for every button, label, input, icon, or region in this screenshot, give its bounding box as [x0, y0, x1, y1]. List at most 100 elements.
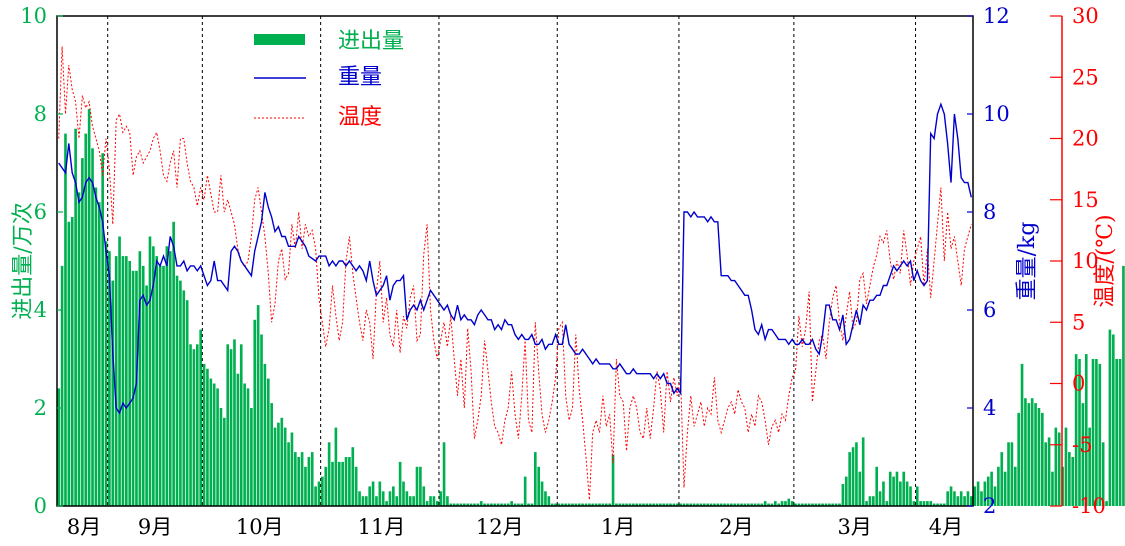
flow-bar — [195, 344, 199, 506]
flow-bar — [419, 466, 422, 506]
flow-bar — [101, 153, 104, 506]
flow-bar — [635, 503, 639, 506]
month-label: 1月 — [601, 515, 635, 539]
flow-bar — [763, 501, 767, 506]
flow-bar — [949, 486, 953, 506]
temperature-axis-tick-label: 5 — [1072, 310, 1085, 334]
flow-bar — [963, 496, 966, 506]
flow-bar — [435, 501, 439, 506]
flow-bar — [834, 503, 838, 506]
flow-bar — [266, 378, 270, 506]
flow-bar — [669, 503, 672, 506]
temperature-axis-tick-label: -10 — [1072, 494, 1106, 518]
flow-bar — [824, 503, 828, 506]
flow-bar — [632, 503, 635, 506]
flow-bar — [875, 466, 879, 506]
flow-bar — [564, 503, 568, 506]
flow-bar — [327, 442, 331, 506]
flow-bar — [364, 496, 368, 506]
flow-bar — [233, 339, 236, 506]
flow-bar — [527, 503, 530, 506]
flow-bar — [817, 503, 821, 506]
flow-bar — [773, 501, 777, 506]
flow-bar — [540, 481, 544, 506]
flow-bar — [60, 265, 64, 506]
flow-bar — [851, 447, 855, 506]
flow-bar — [321, 476, 324, 506]
flow-bar — [970, 496, 973, 506]
flow-bar — [1098, 363, 1102, 506]
flow-bar — [814, 503, 818, 506]
weight-axis-tick-label: 2 — [983, 494, 996, 518]
temperature-axis-label: 温度/(℃) — [1093, 214, 1118, 307]
month-label: 8月 — [67, 515, 101, 539]
flow-bar — [162, 265, 165, 506]
flow-bar — [990, 471, 993, 506]
flow-bar — [838, 503, 841, 506]
flow-bar — [554, 503, 557, 506]
flow-bar — [358, 491, 361, 506]
flow-bar — [70, 216, 74, 506]
flow-bar — [733, 503, 737, 506]
temperature-axis: -10 -5 0 5 10 15 20 25 30 — [1050, 4, 1106, 518]
flow-bar — [574, 503, 578, 506]
flow-bar — [709, 503, 713, 506]
flow-bar — [168, 251, 172, 506]
flow-bar — [463, 503, 466, 506]
flow-bar — [456, 503, 459, 506]
flow-bar — [584, 503, 588, 506]
flow-bar — [155, 256, 159, 506]
flow-bar — [848, 452, 851, 506]
flow-bar — [1047, 437, 1051, 506]
flow-bar — [902, 471, 906, 506]
flow-bar — [692, 503, 696, 506]
temperature-axis-tick-label: 0 — [1072, 372, 1085, 396]
flow-bar — [185, 300, 189, 506]
flow-bar — [1095, 359, 1098, 506]
flow-bar — [966, 491, 970, 506]
flow-bar — [983, 481, 987, 506]
flow-bar — [503, 503, 507, 506]
flow-bar — [432, 496, 436, 506]
flow-bar — [662, 503, 666, 506]
flow-bar — [273, 427, 277, 506]
flow-bar — [713, 503, 716, 506]
flow-bar — [929, 501, 933, 506]
flow-bar — [114, 256, 118, 506]
flow-bar — [506, 503, 510, 506]
flow-bar — [1003, 471, 1007, 506]
flow-bar — [392, 486, 395, 506]
flow-bar — [307, 457, 311, 506]
flow-bar — [601, 503, 605, 506]
month-labels: 8月 9月 10月 11月 12月 1月 2月 3月 4月 — [67, 515, 963, 539]
flow-bar — [229, 349, 233, 506]
flow-bar — [604, 503, 608, 506]
plot-frame — [56, 15, 974, 507]
flow-bar — [740, 503, 743, 506]
flow-bar — [175, 275, 179, 506]
flow-bar — [976, 481, 980, 506]
flow-bar — [642, 503, 645, 506]
flow-bar — [1013, 466, 1017, 506]
flow-bars — [57, 109, 1125, 507]
flow-bar — [767, 503, 770, 506]
flow-bar — [547, 496, 551, 506]
flow-bar — [915, 486, 919, 506]
flow-bar — [483, 503, 486, 506]
flow-bar — [885, 501, 889, 506]
flow-bar — [1115, 359, 1118, 506]
flow-bar — [375, 496, 378, 506]
flow-bar — [408, 496, 412, 506]
temperature-axis-tick-label: 15 — [1072, 188, 1099, 212]
flow-bar — [1057, 432, 1061, 506]
flow-bar — [959, 491, 963, 506]
flow-bar — [1017, 412, 1020, 506]
flow-bar — [936, 503, 939, 506]
flow-bar — [1068, 452, 1071, 506]
month-label: 12月 — [476, 515, 524, 539]
flow-bar — [1037, 408, 1041, 506]
flow-bar — [182, 290, 186, 506]
flow-bar — [581, 503, 584, 506]
flow-bar — [760, 503, 764, 506]
flow-bar — [348, 457, 351, 506]
